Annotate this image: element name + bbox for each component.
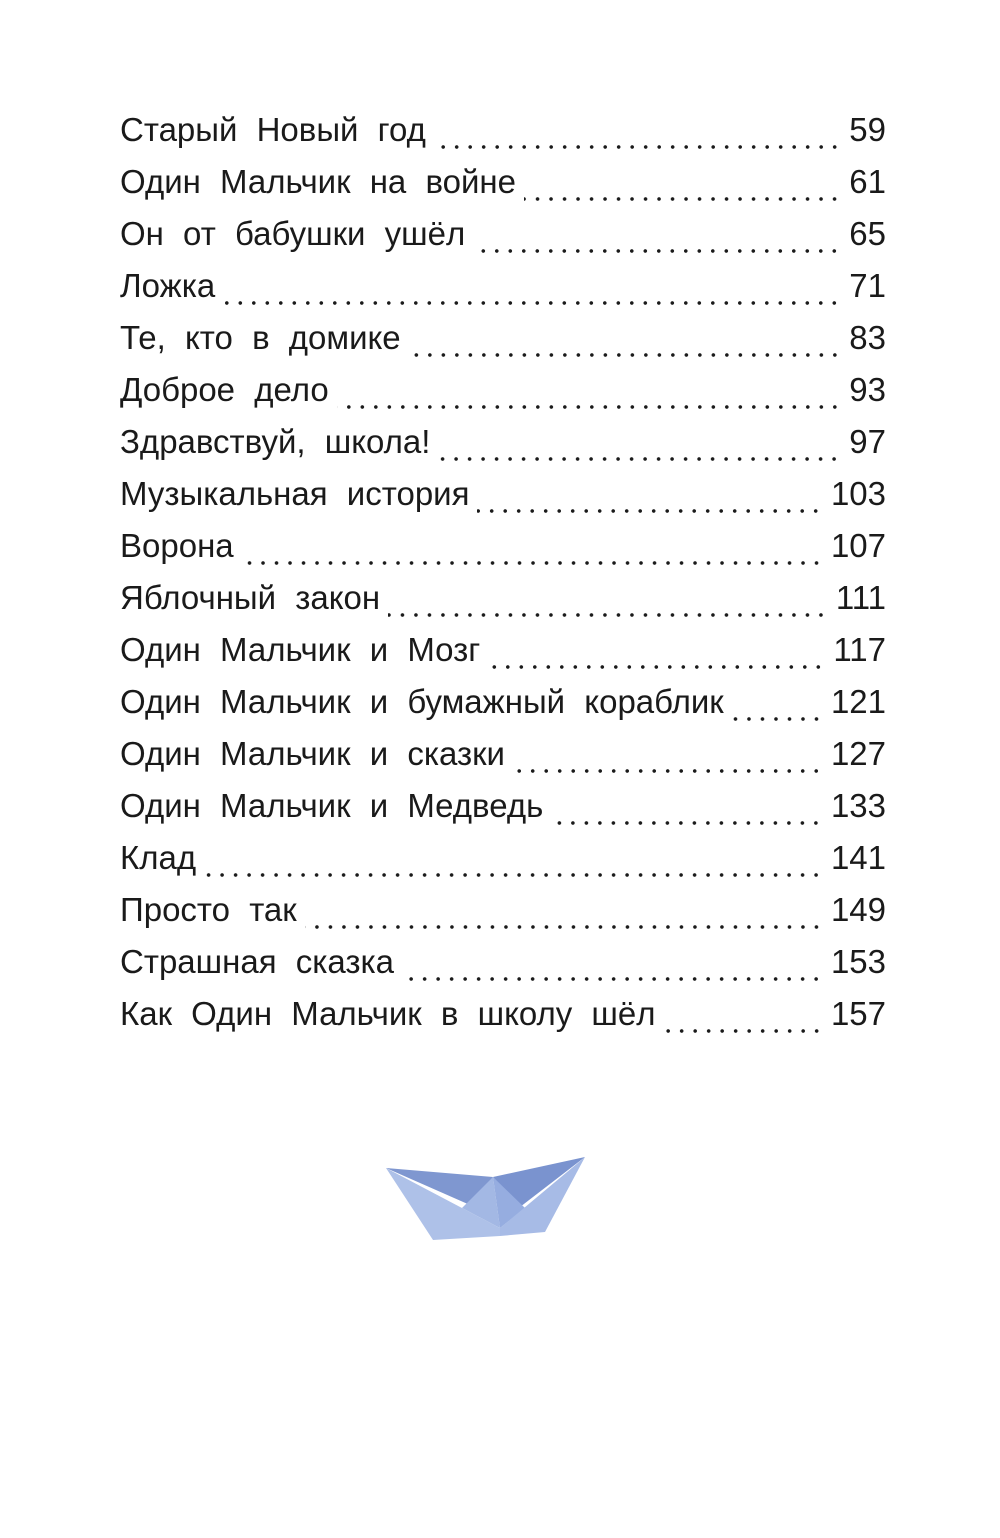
toc-entry: Страшная сказка 153 <box>120 943 886 995</box>
toc-title: Просто так <box>120 891 297 928</box>
toc-title: Один Мальчик и Мозг <box>120 631 481 668</box>
toc-page-number: 83 <box>849 319 886 356</box>
toc-entry: Клад 141 <box>120 839 886 891</box>
dot-leader <box>477 509 823 513</box>
toc-page-number: 157 <box>830 995 886 1032</box>
toc-page-number: 141 <box>830 839 886 876</box>
toc-page-number: 117 <box>833 631 886 668</box>
toc-entry: Ворона 107 <box>120 527 886 579</box>
dot-leader <box>663 1029 823 1033</box>
toc-entry: Яблочный закон 111 <box>120 579 886 631</box>
toc-page-number: 71 <box>849 267 886 304</box>
toc-title: Один Мальчик и бумажный кораблик <box>120 683 724 720</box>
toc-entry: Один Мальчик и сказки 127 <box>120 735 886 787</box>
toc-entry: Просто так 149 <box>120 891 886 943</box>
paper-boat-icon <box>386 1157 585 1240</box>
toc-title: Доброе дело <box>120 371 329 408</box>
dot-leader <box>438 457 842 461</box>
toc-entry: Ложка 71 <box>120 267 886 319</box>
toc-entry: Один Мальчик и Медведь 133 <box>120 787 886 839</box>
toc-title: Старый Новый год <box>120 111 426 148</box>
toc-page-number: 61 <box>849 163 886 200</box>
toc-entry: Один Мальчик и бумажный кораблик 121 <box>120 683 886 735</box>
toc-title: Один Мальчик и сказки <box>120 735 505 772</box>
dot-leader <box>388 613 828 617</box>
toc-title: Один Мальчик и Медведь <box>120 787 544 824</box>
dot-leader <box>523 197 842 201</box>
boat-back-right <box>493 1157 585 1207</box>
toc-entry: Старый Новый год 59 <box>120 111 886 163</box>
toc-page-number: 111 <box>835 579 886 616</box>
boat-hull-left <box>386 1168 500 1240</box>
toc-page-number: 65 <box>849 215 886 252</box>
dot-leader <box>433 145 842 149</box>
toc-entry: Здравствуй, школа! 97 <box>120 423 886 475</box>
toc-title: Музыкальная история <box>120 475 470 512</box>
dot-leader <box>408 353 842 357</box>
toc-page-number: 133 <box>830 787 886 824</box>
boat-hull-right <box>500 1157 585 1236</box>
toc-entry: Музыкальная история 103 <box>120 475 886 527</box>
toc-page-number: 121 <box>830 683 886 720</box>
toc-entry: Как Один Мальчик в школу шёл 157 <box>120 995 886 1047</box>
dot-leader <box>402 977 823 981</box>
toc-entry: Доброе дело 93 <box>120 371 886 423</box>
toc-page-number: 59 <box>849 111 886 148</box>
toc-page-number: 149 <box>830 891 886 928</box>
dot-leader <box>241 561 823 565</box>
toc-title: Клад <box>120 839 197 876</box>
dot-leader <box>473 249 842 253</box>
toc-page-number: 93 <box>849 371 886 408</box>
toc-title: Один Мальчик на войне <box>120 163 516 200</box>
toc-entry: Те, кто в домике 83 <box>120 319 886 371</box>
table-of-contents: Старый Новый год 59 Один Мальчик на войне 6… <box>120 111 886 1047</box>
boat-sail-left <box>462 1177 500 1228</box>
dot-leader <box>223 301 842 305</box>
toc-title: Яблочный закон <box>120 579 381 616</box>
toc-page-number: 127 <box>830 735 886 772</box>
toc-title: Страшная сказка <box>120 943 395 980</box>
dot-leader <box>731 717 823 721</box>
dot-leader <box>512 769 823 773</box>
boat-back-left <box>386 1168 493 1205</box>
toc-entry: Один Мальчик и Мозг 117 <box>120 631 886 683</box>
toc-title: Ложка <box>120 267 216 304</box>
dot-leader <box>488 665 826 669</box>
toc-page-number: 97 <box>849 423 886 460</box>
toc-entry: Он от бабушки ушёл 65 <box>120 215 886 267</box>
toc-title: Здравствуй, школа! <box>120 423 431 460</box>
dot-leader <box>336 405 842 409</box>
toc-title: Те, кто в домике <box>120 319 401 356</box>
toc-page-number: 107 <box>830 527 886 564</box>
toc-title: Он от бабушки ушёл <box>120 215 466 252</box>
dot-leader <box>551 821 823 825</box>
toc-title: Как Один Мальчик в школу шёл <box>120 995 656 1032</box>
toc-page-number: 153 <box>830 943 886 980</box>
dot-leader <box>204 873 823 877</box>
boat-sail-right <box>493 1177 525 1228</box>
toc-title: Ворона <box>120 527 234 564</box>
dot-leader <box>304 925 823 929</box>
toc-page-number: 103 <box>830 475 886 512</box>
toc-entry: Один Мальчик на войне 61 <box>120 163 886 215</box>
